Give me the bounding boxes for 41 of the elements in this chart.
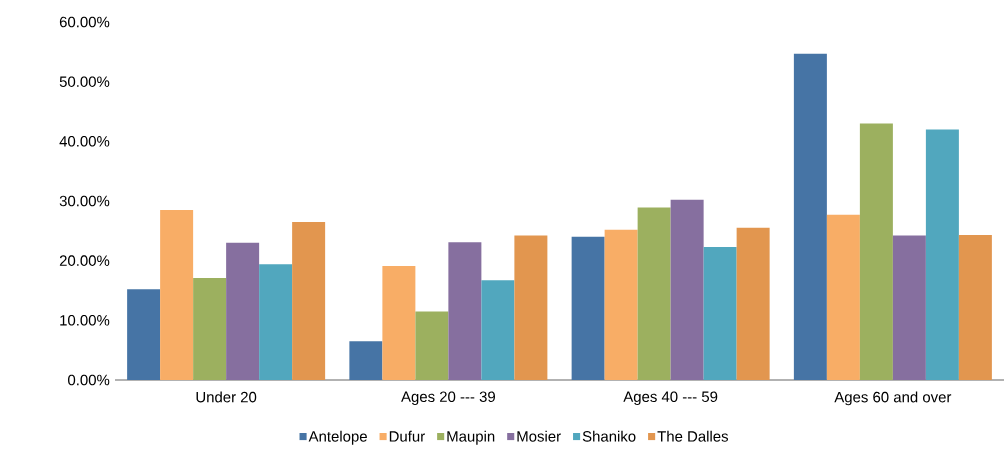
legend-label: Antelope	[308, 430, 367, 445]
x-tick-label: Ages 20 --- 39	[401, 391, 495, 405]
bar	[127, 289, 161, 380]
legend-label: The Dalles	[657, 430, 729, 442]
bar	[415, 311, 449, 380]
bar	[481, 280, 515, 380]
bar	[958, 235, 992, 380]
bar	[448, 242, 482, 380]
bar	[925, 129, 959, 380]
bar	[637, 207, 671, 380]
legend-label: Shaniko	[582, 430, 636, 442]
bar	[160, 209, 194, 380]
bar	[604, 229, 638, 380]
bar	[670, 199, 704, 380]
y-tick-label: 40.00%	[59, 136, 110, 147]
bar	[703, 246, 737, 380]
bar	[793, 53, 827, 380]
y-tick-label: 60.00%	[59, 16, 110, 28]
y-tick-label: 0.00%	[68, 374, 110, 386]
bar	[571, 236, 605, 380]
x-tick-label: Ages 40 --- 59	[623, 391, 718, 405]
y-tick-label: 10.00%	[60, 315, 110, 326]
bar	[226, 242, 260, 380]
bar	[292, 221, 326, 380]
y-tick-label: 30.00%	[59, 195, 110, 207]
y-tick-label: 20.00%	[59, 255, 110, 266]
legend-label: Dufur	[389, 430, 425, 442]
y-tick-label: 50.00%	[59, 76, 110, 87]
legend-label: Maupin	[447, 430, 495, 445]
bar	[382, 266, 416, 380]
x-tick-label: Under 20	[196, 391, 257, 403]
bar	[826, 214, 860, 380]
x-tick-label: Ages 60 and over	[834, 391, 952, 406]
bar	[892, 235, 926, 380]
bar	[349, 341, 383, 380]
bar	[859, 123, 893, 380]
bar	[736, 227, 770, 380]
bar	[259, 264, 293, 380]
legend-label: Mosier	[517, 430, 561, 442]
bar	[193, 277, 227, 380]
bar	[514, 235, 548, 380]
